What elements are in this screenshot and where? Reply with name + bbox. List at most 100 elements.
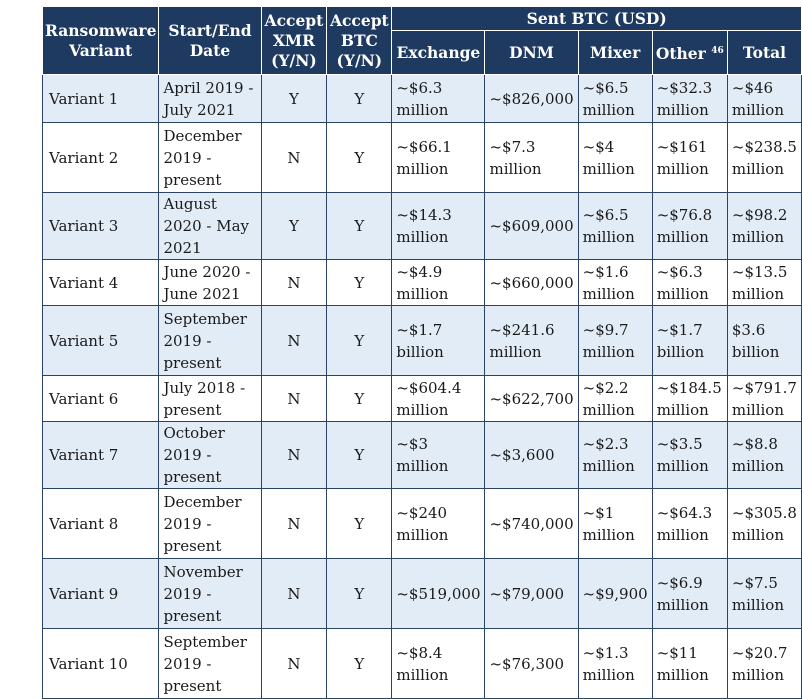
header-sent: Sent BTC (USD)	[391, 6, 802, 31]
cell-date: October 2019 - present	[158, 421, 262, 489]
cell-dnm: ~$740,000	[484, 488, 579, 559]
cell-exchange: ~$8.4 million	[391, 628, 486, 699]
table-row: Variant 1 April 2019 - July 2021 Y Y ~$6.3 m…	[41, 74, 802, 123]
cell-xmr: Y	[260, 192, 328, 260]
cell-mixer: ~$6.5 million	[577, 74, 653, 123]
header-variant: Ransomware Variant	[41, 6, 160, 75]
cell-xmr: Y	[260, 74, 328, 123]
cell-date: June 2020 - June 2021	[158, 259, 262, 306]
cell-dnm: ~$609,000	[484, 192, 579, 260]
cell-dnm: ~$7.3 million	[484, 122, 579, 193]
table-row: Variant 8 December 2019 - present N Y ~$240 …	[41, 488, 802, 559]
table-row: Variant 7 October 2019 - present N Y ~$3 mil…	[41, 421, 802, 489]
cell-exchange: ~$4.9 million	[391, 259, 486, 306]
cell-variant: Variant 7	[41, 421, 160, 489]
cell-exchange: ~$519,000	[391, 558, 486, 629]
cell-btc: Y	[326, 74, 393, 123]
cell-other: ~$3.5 million	[651, 421, 728, 489]
cell-btc: Y	[326, 558, 393, 629]
cell-btc: Y	[326, 259, 393, 306]
cell-exchange: ~$3 million	[391, 421, 486, 489]
cell-dnm: ~$660,000	[484, 259, 579, 306]
cell-xmr: N	[260, 305, 328, 376]
cell-date: September 2019 - present	[158, 305, 262, 376]
table-row: Variant 5 September 2019 - present N Y ~$1.7…	[41, 305, 802, 376]
cell-total: ~$46 million	[726, 74, 802, 123]
cell-xmr: N	[260, 628, 328, 699]
cell-date: April 2019 - July 2021	[158, 74, 262, 123]
cell-variant: Variant 6	[41, 375, 160, 422]
cell-exchange: ~$6.3 million	[391, 74, 486, 123]
cell-date: August 2020 - May 2021	[158, 192, 262, 260]
cell-exchange: ~$604.4 million	[391, 375, 486, 422]
cell-total: ~$98.2 million	[726, 192, 802, 260]
cell-xmr: N	[260, 122, 328, 193]
cell-mixer: ~$1.3 million	[577, 628, 653, 699]
cell-other: ~$32.3 million	[651, 74, 728, 123]
cell-xmr: N	[260, 375, 328, 422]
cell-mixer: ~$9,900	[577, 558, 653, 629]
table-row: Variant 6 July 2018 - present N Y ~$604.4 mi…	[41, 375, 802, 422]
header-other-footnote: 46	[711, 46, 724, 56]
cell-exchange: ~$1.7 billion	[391, 305, 486, 376]
cell-btc: Y	[326, 122, 393, 193]
cell-mixer: ~$2.2 million	[577, 375, 653, 422]
cell-variant: Variant 1	[41, 74, 160, 123]
cell-btc: Y	[326, 305, 393, 376]
cell-variant: Variant 4	[41, 259, 160, 306]
cell-variant: Variant 2	[41, 122, 160, 193]
cell-mixer: ~$9.7 million	[577, 305, 653, 376]
cell-variant: Variant 10	[41, 628, 160, 699]
header-xmr: Accept XMR (Y/N)	[260, 6, 328, 75]
cell-total: ~$305.8 million	[726, 488, 802, 559]
table-row: Variant 3 August 2020 - May 2021 Y Y ~$14.3 …	[41, 192, 802, 260]
cell-xmr: N	[260, 488, 328, 559]
header-other-label: Other	[655, 44, 706, 63]
cell-date: November 2019 - present	[158, 558, 262, 629]
cell-btc: Y	[326, 421, 393, 489]
table-row: Variant 10 September 2019 - present N Y ~$8.…	[41, 628, 802, 699]
cell-other: ~$1.7 billion	[651, 305, 728, 376]
header-total: Total	[726, 30, 802, 75]
cell-variant: Variant 8	[41, 488, 160, 559]
cell-btc: Y	[326, 628, 393, 699]
cell-mixer: ~$4 million	[577, 122, 653, 193]
cell-other: ~$6.3 million	[651, 259, 728, 306]
cell-variant: Variant 3	[41, 192, 160, 260]
cell-other: ~$64.3 million	[651, 488, 728, 559]
cell-dnm: ~$76,300	[484, 628, 579, 699]
cell-xmr: N	[260, 259, 328, 306]
cell-exchange: ~$240 million	[391, 488, 486, 559]
cell-total: ~$8.8 million	[726, 421, 802, 489]
cell-exchange: ~$66.1 million	[391, 122, 486, 193]
cell-other: ~$6.9 million	[651, 558, 728, 629]
cell-date: July 2018 - present	[158, 375, 262, 422]
header-mixer: Mixer	[577, 30, 653, 75]
cell-date: September 2019 - present	[158, 628, 262, 699]
cell-dnm: ~$3,600	[484, 421, 579, 489]
cell-mixer: ~$6.5 million	[577, 192, 653, 260]
cell-btc: Y	[326, 192, 393, 260]
ransomware-table: Ransomware Variant Start/End Date Accept…	[41, 6, 802, 699]
cell-dnm: ~$79,000	[484, 558, 579, 629]
header-exchange: Exchange	[391, 30, 486, 75]
cell-other: ~$161 million	[651, 122, 728, 193]
cell-dnm: ~$241.6 million	[484, 305, 579, 376]
header-btc: Accept BTC (Y/N)	[326, 6, 393, 75]
cell-other: ~$76.8 million	[651, 192, 728, 260]
cell-variant: Variant 9	[41, 558, 160, 629]
cell-total: ~$13.5 million	[726, 259, 802, 306]
table-row: Variant 4 June 2020 - June 2021 N Y ~$4.9 mi…	[41, 259, 802, 306]
cell-mixer: ~$1 million	[577, 488, 653, 559]
cell-dnm: ~$622,700	[484, 375, 579, 422]
cell-total: ~$20.7 million	[726, 628, 802, 699]
cell-total: $3.6 billion	[726, 305, 802, 376]
header-dnm: DNM	[484, 30, 579, 75]
cell-mixer: ~$1.6 million	[577, 259, 653, 306]
cell-total: ~$7.5 million	[726, 558, 802, 629]
cell-total: ~$791.7 million	[726, 375, 802, 422]
cell-btc: Y	[326, 488, 393, 559]
header-date: Start/End Date	[158, 6, 262, 75]
header-other: Other 46	[651, 30, 728, 75]
cell-date: December 2019 - present	[158, 488, 262, 559]
